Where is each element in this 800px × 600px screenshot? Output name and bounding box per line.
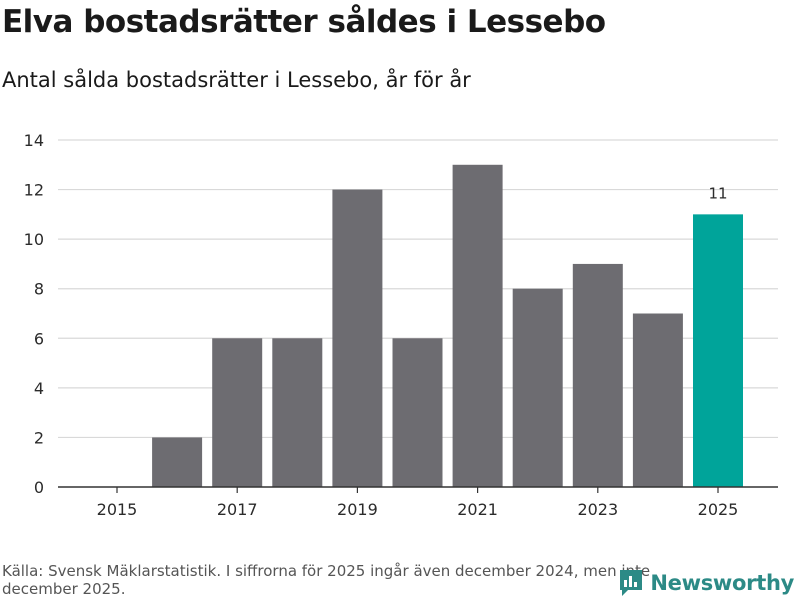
bar-2018	[272, 338, 323, 487]
y-tick-label: 10	[24, 230, 44, 249]
chart-subtitle: Antal sålda bostadsrätter i Lessebo, år …	[2, 68, 471, 92]
bar-chart-speech-bubble-icon	[620, 570, 643, 596]
x-tick-label: 2021	[457, 500, 498, 519]
bar-2023	[572, 263, 623, 487]
x-tick-label: 2015	[97, 500, 138, 519]
brand-name: Newsworthy	[650, 571, 794, 595]
bars	[152, 164, 743, 488]
y-tick-label: 0	[34, 478, 44, 497]
y-tick-label: 12	[24, 181, 44, 200]
bar-2016	[152, 437, 203, 487]
bar-2025	[693, 214, 743, 487]
bar-chart: 0 2 4 6 8 10 12 14 2015 2017 2019 2021 2023 2025 11	[24, 131, 778, 519]
y-tick-label: 6	[34, 329, 44, 348]
bar-2020	[392, 338, 443, 487]
bar-2021	[452, 164, 503, 488]
x-tick-label: 2025	[698, 500, 739, 519]
y-tick-label: 14	[24, 131, 44, 150]
x-tick-label: 2019	[337, 500, 378, 519]
bar-2022	[512, 288, 563, 487]
data-label-2025: 11	[708, 184, 727, 202]
brand-logo: Newsworthy	[618, 568, 794, 598]
y-tick-label: 8	[34, 280, 44, 299]
source-note: Källa: Svensk Mäklarstatistik. I siffror…	[2, 562, 651, 598]
chart-title: Elva bostadsrätter såldes i Lessebo	[2, 4, 606, 40]
bar-2019	[332, 189, 383, 488]
x-tick-label: 2023	[577, 500, 618, 519]
axes	[58, 486, 778, 493]
y-tick-label: 2	[34, 428, 44, 447]
y-tick-label: 4	[34, 379, 44, 398]
x-tick-label: 2017	[217, 500, 258, 519]
bar-2024	[632, 313, 683, 487]
bar-2017	[212, 338, 263, 487]
labels: 0 2 4 6 8 10 12 14 2015 2017 2019 2021 2023 2025 11	[24, 131, 739, 519]
